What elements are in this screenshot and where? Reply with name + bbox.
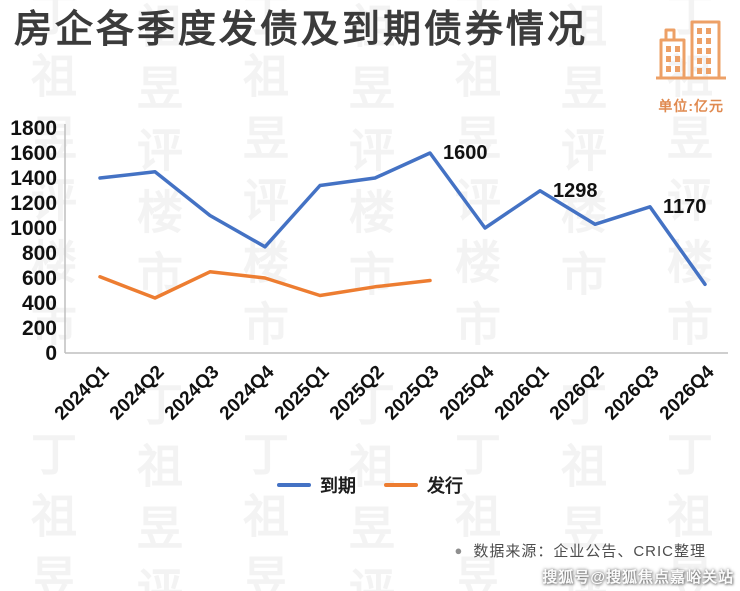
legend-label: 到期: [320, 476, 356, 496]
legend-item-1: 发行: [384, 472, 463, 498]
y-tick-label: 1000: [10, 217, 57, 240]
sohu-watermark: 搜狐号@搜狐焦点嘉峪关站: [542, 569, 734, 586]
y-tick-label: 800: [22, 242, 57, 265]
x-tick-label: 2026Q4: [656, 361, 719, 424]
y-tick-label: 1600: [10, 142, 57, 165]
source-bullet-icon: ●: [454, 543, 464, 558]
page-title: 房企各季度发债及到期债券情况: [14, 9, 589, 51]
series-line-0: [98, 151, 707, 287]
x-tick-label: 2024Q4: [216, 361, 279, 424]
data-source: ● 数据来源：企业公告、CRIC整理: [454, 540, 706, 561]
y-tick-label: 1200: [10, 192, 57, 215]
x-tick-label: 2024Q1: [51, 361, 114, 424]
y-tick-label: 1400: [10, 167, 57, 190]
y-tick-label: 200: [22, 317, 57, 340]
y-tick-label: 400: [22, 292, 57, 315]
line-chart: 0200400600800100012001400160018002024Q12…: [10, 117, 728, 425]
legend-label: 发行: [427, 476, 463, 496]
point-data-label: 1170: [663, 196, 706, 218]
series-line-1: [98, 270, 432, 300]
chart-legend: 到期 发行: [0, 472, 740, 498]
y-tick-label: 0: [45, 342, 57, 365]
source-text: 数据来源：企业公告、CRIC整理: [473, 543, 706, 560]
x-tick-label: 2025Q3: [381, 362, 444, 425]
point-data-label: 1600: [443, 142, 488, 164]
y-tick-label: 1800: [10, 117, 57, 140]
unit-label: 单位:亿元: [658, 98, 724, 114]
legend-swatch: [277, 483, 311, 487]
legend-swatch: [384, 483, 418, 487]
y-tick-label: 600: [22, 267, 57, 290]
x-tick-label: 2025Q4: [436, 361, 499, 424]
x-tick-label: 2024Q3: [161, 362, 224, 425]
point-data-label: 1298: [553, 180, 598, 202]
x-tick-label: 2025Q2: [326, 362, 389, 425]
x-tick-label: 2024Q2: [106, 362, 169, 425]
building-icon: [652, 10, 730, 88]
x-tick-label: 2026Q2: [546, 362, 609, 425]
legend-item-0: 到期: [277, 472, 356, 498]
x-tick-label: 2026Q1: [491, 361, 554, 424]
x-tick-label: 2026Q3: [601, 362, 664, 425]
x-tick-label: 2025Q1: [271, 361, 334, 424]
